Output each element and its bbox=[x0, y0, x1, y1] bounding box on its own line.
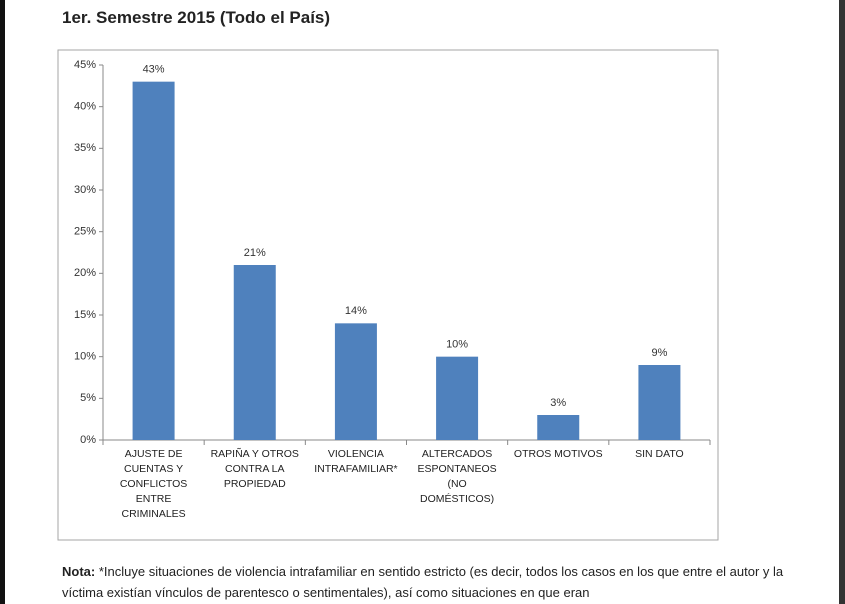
y-tick-label: 30% bbox=[74, 184, 96, 196]
x-tick-label: OTROS MOTIVOS bbox=[513, 448, 603, 460]
x-tick-label: ALTERCADOS ESPONTANEOS (NO DOMÉSTICOS) bbox=[417, 448, 497, 505]
x-tick-label: RAPIÑA Y OTROS CONTRA LA PROPIEDAD bbox=[210, 448, 299, 490]
y-tick-label: 15% bbox=[74, 309, 96, 321]
note-text: *Incluye situaciones de violencia intraf… bbox=[62, 564, 784, 600]
x-tick-label: VIOLENCIA INTRAFAMILIAR* bbox=[314, 448, 398, 475]
bar bbox=[638, 365, 681, 440]
bar bbox=[334, 323, 377, 440]
x-tick-label: SIN DATO bbox=[635, 448, 684, 460]
y-tick-label: 45% bbox=[74, 59, 96, 71]
y-tick-label: 5% bbox=[80, 392, 96, 404]
bar bbox=[233, 265, 276, 440]
bar bbox=[537, 415, 580, 440]
data-label: 21% bbox=[244, 247, 266, 259]
data-label: 9% bbox=[651, 347, 667, 359]
y-tick-label: 35% bbox=[74, 142, 96, 154]
note: Nota: *Incluye situaciones de violencia … bbox=[62, 561, 802, 603]
y-tick-label: 20% bbox=[74, 267, 96, 279]
data-label: 10% bbox=[446, 339, 468, 351]
data-label: 3% bbox=[550, 397, 566, 409]
data-label: 43% bbox=[143, 64, 165, 76]
y-tick-label: 25% bbox=[74, 226, 96, 238]
bar bbox=[436, 356, 479, 440]
bar bbox=[132, 81, 175, 441]
page-title: 1er. Semestre 2015 (Todo el País) bbox=[62, 8, 331, 27]
note-label: Nota: bbox=[62, 564, 96, 579]
y-tick-label: 0% bbox=[80, 434, 96, 446]
data-label: 14% bbox=[345, 305, 367, 317]
y-tick-label: 10% bbox=[74, 351, 96, 363]
x-tick-label: AJUSTE DE CUENTAS Y CONFLICTOS ENTRE CRI… bbox=[119, 448, 188, 520]
y-tick-label: 40% bbox=[74, 101, 96, 113]
